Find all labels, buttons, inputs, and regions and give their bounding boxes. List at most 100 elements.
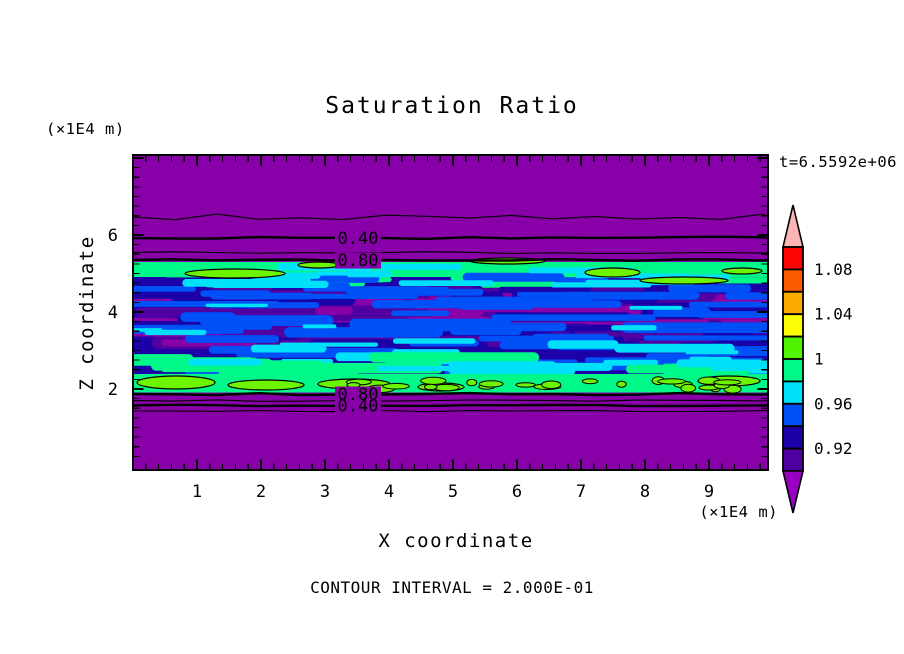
- blue-streak: [491, 314, 656, 321]
- z-tick-label: 6: [108, 226, 118, 246]
- colorbar-box: [782, 246, 804, 271]
- contour-label: 0.80: [338, 385, 379, 405]
- supersaturated-speckle: [657, 378, 686, 385]
- cyan-streak: [603, 359, 659, 366]
- blue-streak: [134, 286, 196, 292]
- supersaturated-speckle: [420, 376, 447, 385]
- cyan-streak: [205, 303, 268, 307]
- blue-streak: [391, 310, 450, 317]
- colorbar-box: [782, 425, 804, 450]
- contour-label-bg: [335, 230, 381, 247]
- navy-streak: [134, 290, 192, 299]
- blue-streak: [725, 292, 767, 300]
- contour-label-bg: [335, 398, 381, 414]
- lower-green-streak: [396, 355, 509, 362]
- cyan-streak: [629, 305, 683, 310]
- contour-line-080-lower: [134, 391, 767, 397]
- colorbar-label: 1: [814, 350, 824, 369]
- supersaturated-patch: [227, 379, 305, 391]
- blue-streak: [357, 287, 450, 292]
- x-tick-label: 4: [384, 482, 394, 502]
- colorbar: 1.08 1.04 1 0.96 0.92: [781, 204, 853, 514]
- supersaturated-patch: [721, 267, 763, 275]
- supersaturated-patch: [136, 375, 216, 390]
- blue-streak: [668, 284, 751, 293]
- supersaturated-speckle: [423, 383, 438, 391]
- z-tick-label: 2: [108, 380, 118, 400]
- contour-label: 0.80: [338, 251, 379, 271]
- blue-streak: [516, 292, 633, 297]
- cyan-streak: [302, 324, 337, 329]
- colorbar-below-range-arrow: [781, 470, 805, 514]
- blue-streak: [349, 318, 512, 330]
- cyan-streak: [188, 359, 262, 366]
- colorbar-box: [782, 358, 804, 383]
- navy-streak: [498, 286, 583, 293]
- blue-streak: [184, 335, 279, 343]
- blue-streak: [478, 335, 615, 342]
- blue-streak: [688, 301, 767, 308]
- cyan-streak: [685, 350, 739, 355]
- cyan-streak: [249, 280, 311, 288]
- cyan-streak: [448, 361, 556, 368]
- colorbar-label: 1.04: [814, 305, 853, 324]
- supersaturated-speckle: [541, 380, 562, 390]
- blue-streak: [653, 307, 711, 317]
- contour-line-060-lower: [134, 399, 767, 402]
- x-tick-label: 6: [512, 482, 522, 502]
- cyan-streak: [279, 342, 378, 347]
- cyan-streak: [611, 325, 657, 331]
- contour-label: 0.40: [338, 397, 379, 417]
- colorbar-box: [782, 380, 804, 405]
- contour-line-020-upper: [134, 213, 767, 221]
- contour-line-060-upper: [134, 251, 767, 255]
- x-tick-label: 5: [448, 482, 458, 502]
- colorbar-label: 0.96: [814, 394, 853, 413]
- contour-line-020-lower: [134, 409, 767, 413]
- x-axis-unit-label: (×1E4 m): [699, 503, 778, 521]
- supersaturated-speckle: [478, 380, 504, 388]
- contour-plot-area: 0.400.800.800.40: [134, 156, 767, 469]
- time-label: t=6.5592e+06: [779, 153, 897, 171]
- z-axis-unit-label: (×1E4 m): [46, 120, 125, 138]
- x-tick-label: 1: [192, 482, 202, 502]
- z-tick-label: 4: [108, 303, 118, 323]
- blue-streak: [643, 335, 767, 341]
- blue-streak: [199, 315, 334, 326]
- supersaturated-speckle: [382, 382, 410, 390]
- x-tick-label: 2: [256, 482, 266, 502]
- contour-line-040-upper: [134, 235, 767, 241]
- contour-line-080-upper: [134, 257, 767, 263]
- purple-streak: [315, 306, 353, 315]
- lower-green-streak: [161, 365, 292, 373]
- axes: 1 2 3 4 5 6 7 8 9 2 4 6: [108, 154, 769, 502]
- colorbar-box: [782, 268, 804, 293]
- colorbar-box: [782, 335, 804, 360]
- supersaturated-speckle: [581, 378, 599, 385]
- x-tick-label: 7: [576, 482, 586, 502]
- colorbar-box: [782, 313, 804, 338]
- contour-field: 0.400.800.800.40: [134, 156, 767, 469]
- cyan-streak: [144, 329, 207, 336]
- supersaturated-speckle: [680, 383, 697, 393]
- cyan-streak: [379, 263, 462, 270]
- colorbar-box: [782, 402, 804, 428]
- supersaturated-speckle: [616, 380, 627, 388]
- cyan-streak: [314, 271, 393, 276]
- supersaturated-patch: [584, 267, 641, 278]
- cyan-streak: [547, 340, 619, 349]
- blue-streak: [696, 311, 767, 318]
- cyan-streak: [398, 280, 494, 286]
- colorbar-label: 1.08: [814, 260, 853, 279]
- plot-title: Saturation Ratio: [325, 93, 579, 119]
- blue-streak: [621, 322, 767, 334]
- blue-streak: [462, 272, 565, 282]
- supersaturated-speckle: [713, 379, 742, 386]
- cyan-streak: [392, 338, 476, 344]
- supersaturated-speckle: [515, 382, 536, 388]
- plot-frame: [132, 154, 769, 471]
- colorbar-box: [782, 447, 804, 472]
- colorbar-label: 0.92: [814, 439, 853, 458]
